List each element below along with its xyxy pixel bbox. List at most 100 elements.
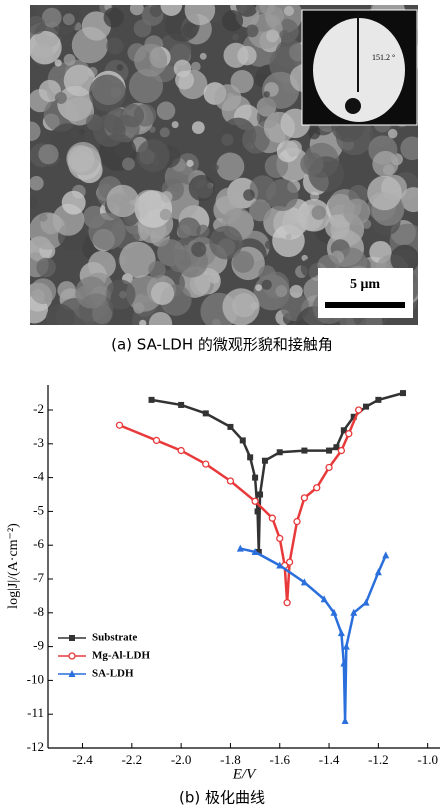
grain <box>151 282 174 305</box>
grain <box>264 91 270 97</box>
grain <box>308 127 320 139</box>
droplet <box>345 98 361 114</box>
grain <box>148 261 165 278</box>
marker <box>356 407 362 413</box>
marker <box>287 559 293 565</box>
marker <box>326 464 332 470</box>
grain <box>36 258 56 278</box>
grain <box>214 84 241 111</box>
grain <box>139 320 146 327</box>
grain <box>30 278 56 304</box>
grain <box>311 205 325 219</box>
x-tick-label: -1.6 <box>269 752 290 767</box>
grain <box>62 191 86 215</box>
caption-a: (a) SA-LDH 的微观形貌和接触角 <box>111 336 333 354</box>
marker <box>153 437 159 443</box>
grain <box>149 312 172 335</box>
contact-angle: 151.2 ° <box>372 53 395 62</box>
grain <box>372 151 398 177</box>
grain <box>191 62 201 72</box>
marker <box>343 643 350 650</box>
grain <box>232 34 239 41</box>
grain <box>121 104 145 128</box>
grain <box>28 31 62 65</box>
grain <box>401 187 426 212</box>
marker <box>227 478 233 484</box>
grain <box>106 37 123 54</box>
x-tick-label: -1.0 <box>417 752 438 767</box>
grain <box>246 25 259 38</box>
grain <box>222 10 243 31</box>
grain <box>161 191 173 203</box>
marker <box>326 448 332 454</box>
x-tick-label: -1.8 <box>220 752 241 767</box>
grain <box>343 199 370 226</box>
grain <box>266 29 279 42</box>
marker <box>346 431 352 437</box>
grain <box>24 196 37 209</box>
grain <box>191 242 206 257</box>
marker <box>284 600 290 606</box>
grain <box>275 39 305 69</box>
grain <box>117 64 124 71</box>
grain <box>39 214 47 222</box>
legend-marker <box>69 635 75 641</box>
grain <box>168 249 191 272</box>
grain <box>367 176 402 211</box>
grain <box>130 1 144 15</box>
grain <box>137 139 170 172</box>
y-tick-label: -8 <box>33 604 44 619</box>
marker <box>262 458 268 464</box>
marker <box>314 485 320 491</box>
grain <box>64 54 76 66</box>
marker <box>227 424 233 430</box>
page: 151.2 ° 5 μm (a) SA-LDH 的微观形貌和接触角 E/V lo… <box>0 0 444 809</box>
grain <box>284 6 294 16</box>
grain <box>212 164 218 170</box>
grain <box>75 276 107 308</box>
grain <box>67 145 94 172</box>
caption-b: (b) 极化曲线 <box>179 789 265 807</box>
marker <box>301 495 307 501</box>
grain <box>224 43 249 68</box>
marker <box>363 404 369 410</box>
grain <box>122 158 135 171</box>
x-tick-label: -2.2 <box>122 752 143 767</box>
marker <box>116 422 122 428</box>
y-tick-label: -7 <box>33 570 44 585</box>
grain <box>88 213 125 250</box>
grain <box>192 121 205 134</box>
grain <box>192 26 198 32</box>
grain <box>266 179 298 211</box>
grain <box>282 209 309 236</box>
grain <box>275 285 287 297</box>
grain <box>134 44 167 77</box>
grain <box>300 152 323 175</box>
marker <box>382 551 389 558</box>
marker <box>178 402 184 408</box>
y-tick-label: -6 <box>33 536 44 551</box>
marker <box>247 454 253 460</box>
grain <box>172 121 179 128</box>
series-line <box>240 549 385 721</box>
y-tick-label: -11 <box>27 705 44 720</box>
grain <box>150 4 163 17</box>
grain <box>104 7 124 27</box>
grain <box>200 53 207 60</box>
marker <box>149 397 155 403</box>
grain <box>301 258 320 277</box>
marker <box>257 492 263 498</box>
grain <box>216 153 244 181</box>
scale-bar <box>325 302 405 308</box>
marker <box>338 448 344 454</box>
grain <box>93 114 126 147</box>
grain <box>255 284 262 291</box>
x-tick-label: -2.4 <box>72 752 93 767</box>
grain <box>157 102 176 121</box>
grain <box>209 273 220 284</box>
x-axis-title: E/V <box>232 766 257 782</box>
marker <box>400 390 406 396</box>
marker <box>203 461 209 467</box>
marker <box>277 449 283 455</box>
legend-marker <box>69 653 75 659</box>
